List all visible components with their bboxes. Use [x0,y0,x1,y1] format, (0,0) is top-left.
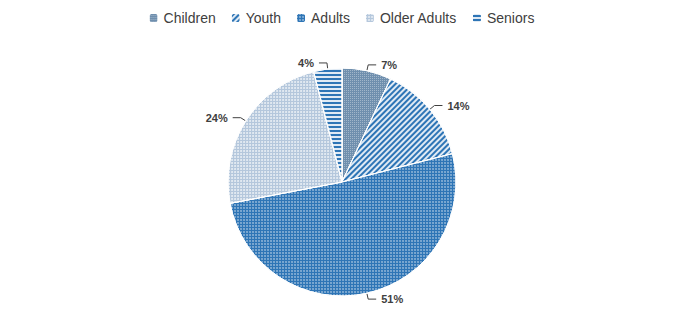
svg-text:Adults: Adults [311,10,350,26]
svg-text:24%: 24% [206,112,228,124]
svg-text:Older Adults: Older Adults [380,10,456,26]
svg-text:51%: 51% [381,293,403,305]
svg-text:Children: Children [164,10,216,26]
svg-text:4%: 4% [298,57,314,69]
svg-text:7%: 7% [381,59,397,71]
svg-text:Youth: Youth [246,10,281,26]
svg-text:14%: 14% [447,100,469,112]
svg-text:Seniors: Seniors [487,10,534,26]
